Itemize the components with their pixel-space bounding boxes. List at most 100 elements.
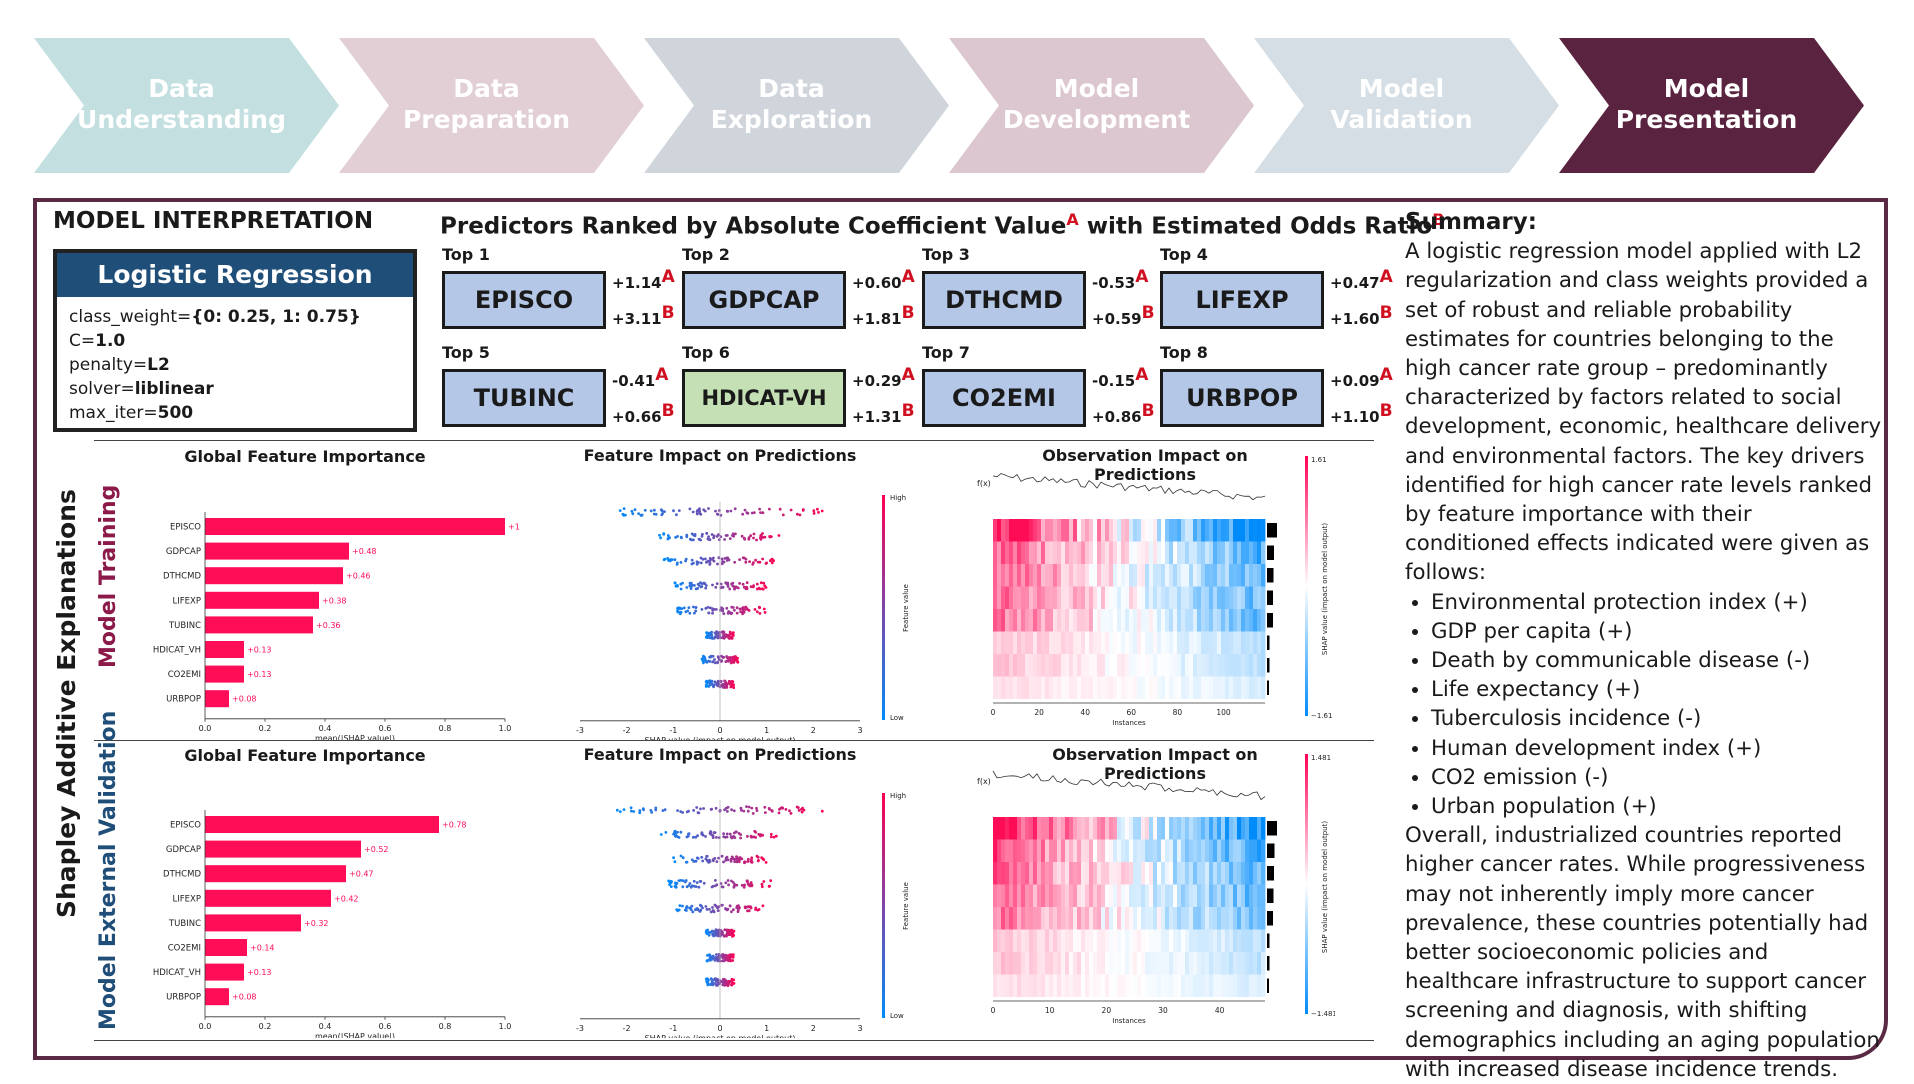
heatmap-cell [1013,586,1018,609]
importance-bar [205,641,244,658]
heatmap-cell [1025,541,1030,564]
heatmap-cell [1133,884,1138,907]
heatmap-cell [1121,586,1126,609]
observation-title: Observation Impact on Predictions [1052,745,1258,783]
beeswarm-point [765,561,768,565]
x-axis-label: mean(|SHAP value|) [315,734,395,740]
heatmap-cell [1101,839,1106,862]
beeswarm-point [659,536,662,540]
beeswarm-point [712,559,716,563]
heatmap-cell [1257,817,1262,840]
heatmap-cell [1165,586,1170,609]
beeswarm-point [705,930,709,934]
beeswarm-point [742,556,746,560]
x-tick-label: 100 [1216,708,1231,717]
heatmap-cell [1125,631,1130,654]
bar-category-label: URBPOP [166,695,201,705]
heatmap-cell [1041,654,1046,677]
heatmap-cell [1077,907,1082,930]
heatmap-cell [1113,541,1118,564]
heatmap-cell [1097,974,1102,997]
beeswarm-point [705,854,709,858]
heatmap-cell [1245,541,1250,564]
heatmap-cell [1177,676,1182,699]
importance-mark [1267,821,1277,836]
heatmap-cell [1117,952,1122,975]
heatmap-cell [1233,884,1238,907]
importance-mark [1267,523,1277,538]
beeswarm-point [690,583,694,587]
heatmap-cell [1137,862,1142,885]
heatmap-cell [1017,929,1022,952]
heatmap-cell [1161,839,1166,862]
heatmap-cell [1085,862,1090,885]
heatmap-cell [1125,884,1130,907]
predictor-rank: Top 6 [682,343,730,362]
heatmap-cell [1069,541,1074,564]
beeswarm-point [747,536,751,540]
heatmap-cell [1153,929,1158,952]
heatmap-cell [1089,974,1094,997]
heatmap-cell [1245,519,1250,542]
heatmap-cell [1197,631,1202,654]
heatmap-cell [1157,952,1162,975]
beeswarm-point [712,636,716,640]
heatmap-cell [1205,929,1210,952]
heatmap-cell [1209,862,1214,885]
importance-bar [205,591,319,609]
heatmap-cell [1001,586,1006,609]
heatmap-cell [1205,586,1210,609]
beeswarm-point [726,907,730,911]
heatmap-cell [1053,884,1058,907]
importance-bar [205,865,346,883]
heatmap-cell [1025,519,1030,542]
heatmap-cell [1021,817,1026,840]
heatmap-cell [1217,929,1222,952]
heatmap-cell [1029,862,1034,885]
heatmap-cell [1185,519,1190,542]
heatmap-cell [1013,952,1018,975]
beeswarm-point [707,535,710,538]
heatmap-cell [1153,564,1158,587]
beeswarm-point [764,811,767,814]
heatmap-cell [1213,631,1218,654]
heatmap-cell [1069,884,1074,907]
heatmap-cell [1129,654,1134,677]
step-label: Data [453,74,519,103]
beeswarm-point [736,660,739,664]
beeswarm-point [712,909,716,913]
beeswarm-point [707,633,711,637]
heatmap-cell [1113,564,1118,587]
beeswarm-point [615,808,619,812]
heatmap-cell [1157,519,1162,542]
beeswarm-point [721,631,725,634]
beeswarm-point [751,585,755,589]
bar-value-label: +0.36 [316,621,341,630]
heatmap-cell [1125,974,1130,997]
heatmap-cell [1085,631,1090,654]
heatmap-cell [1249,974,1254,997]
x-tick-label: 0 [991,1006,996,1015]
beeswarm-point [638,811,642,815]
param-key: C= [69,331,96,351]
beeswarm-point [800,810,804,814]
beeswarm-point [744,608,747,611]
heatmap-cell [1249,564,1254,587]
heatmap-cell [1257,884,1262,907]
beeswarm-point [695,881,699,884]
heatmap-cell [1261,862,1266,885]
heatmap-cell [997,907,1002,930]
beeswarm-point [746,882,750,886]
heatmap-cell [1073,631,1078,654]
heatmap-cell [1085,541,1090,564]
beeswarm-point [714,879,717,882]
heatmap-cell [1157,586,1162,609]
heatmap-cell [1073,609,1078,632]
heatmap-cell [997,541,1002,564]
beeswarm-point [692,884,696,888]
heatmap-cell [1101,586,1106,609]
heatmap-cell [1033,586,1038,609]
x-axis-label: mean(|SHAP value|) [315,1032,395,1038]
heatmap-cell [1013,631,1018,654]
beeswarm-point [752,835,756,839]
